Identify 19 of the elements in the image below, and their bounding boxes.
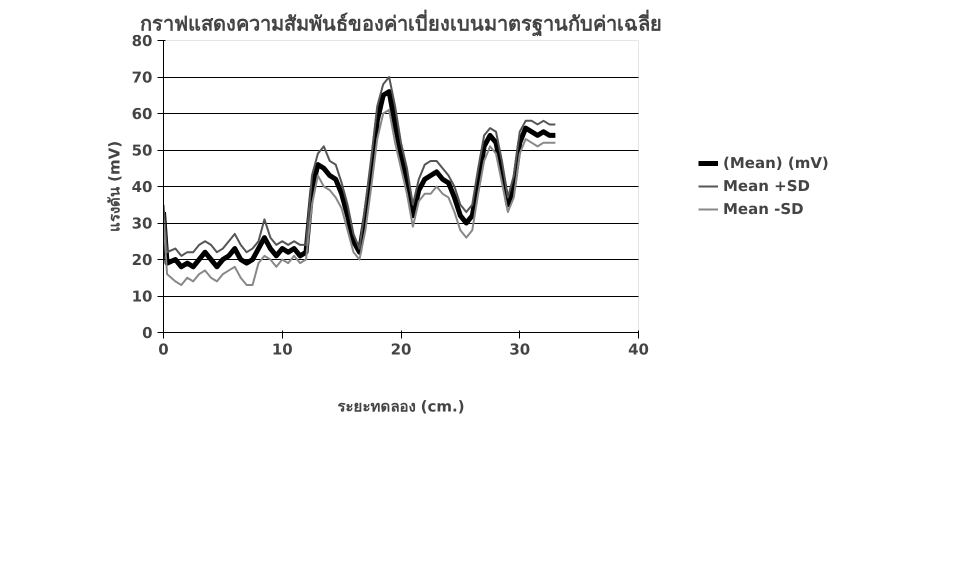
legend-label: Mean +SD xyxy=(723,177,810,195)
y-tick-label: 10 xyxy=(132,288,152,306)
x-axis-title: ระยะทดลอง (cm.) xyxy=(337,398,465,416)
y-tick-label: 70 xyxy=(132,68,152,86)
y-axis-title: แรงดัน (mV) xyxy=(106,140,124,232)
x-tick-label: 30 xyxy=(509,340,530,358)
x-tick-label: 40 xyxy=(628,340,649,358)
line-series xyxy=(164,108,556,286)
y-tick-label: 40 xyxy=(132,178,152,196)
y-tick-label: 50 xyxy=(132,142,152,160)
y-tick-label: 30 xyxy=(132,214,152,232)
legend-label: Mean -SD xyxy=(723,200,804,218)
x-tick-label: 0 xyxy=(158,340,169,358)
legend-label: (Mean) (mV) xyxy=(723,154,829,172)
y-tick-label: 0 xyxy=(142,324,152,342)
x-tick-label: 10 xyxy=(272,340,293,358)
x-tick-label: 20 xyxy=(390,340,412,358)
y-tick-label: 60 xyxy=(132,105,152,123)
y-tick-label: 20 xyxy=(132,251,152,269)
